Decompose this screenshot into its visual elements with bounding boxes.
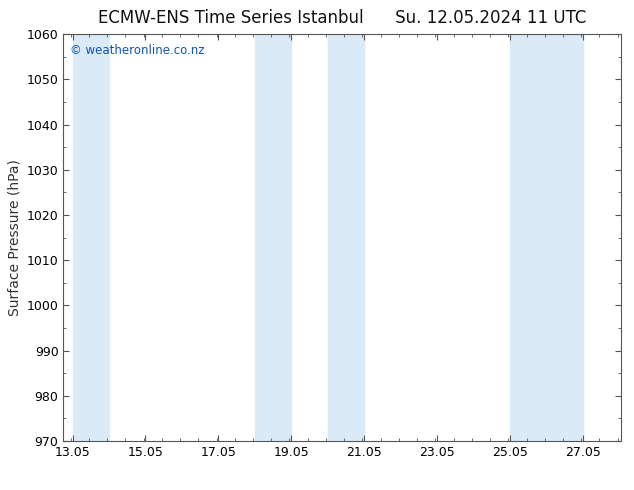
Title: ECMW-ENS Time Series Istanbul      Su. 12.05.2024 11 UTC: ECMW-ENS Time Series Istanbul Su. 12.05.… — [98, 9, 586, 27]
Bar — [72, 34, 109, 441]
Bar — [510, 34, 547, 441]
Bar — [547, 34, 583, 441]
Bar — [255, 34, 291, 441]
Y-axis label: Surface Pressure (hPa): Surface Pressure (hPa) — [7, 159, 21, 316]
Text: © weatheronline.co.nz: © weatheronline.co.nz — [70, 45, 205, 57]
Bar — [328, 34, 365, 441]
